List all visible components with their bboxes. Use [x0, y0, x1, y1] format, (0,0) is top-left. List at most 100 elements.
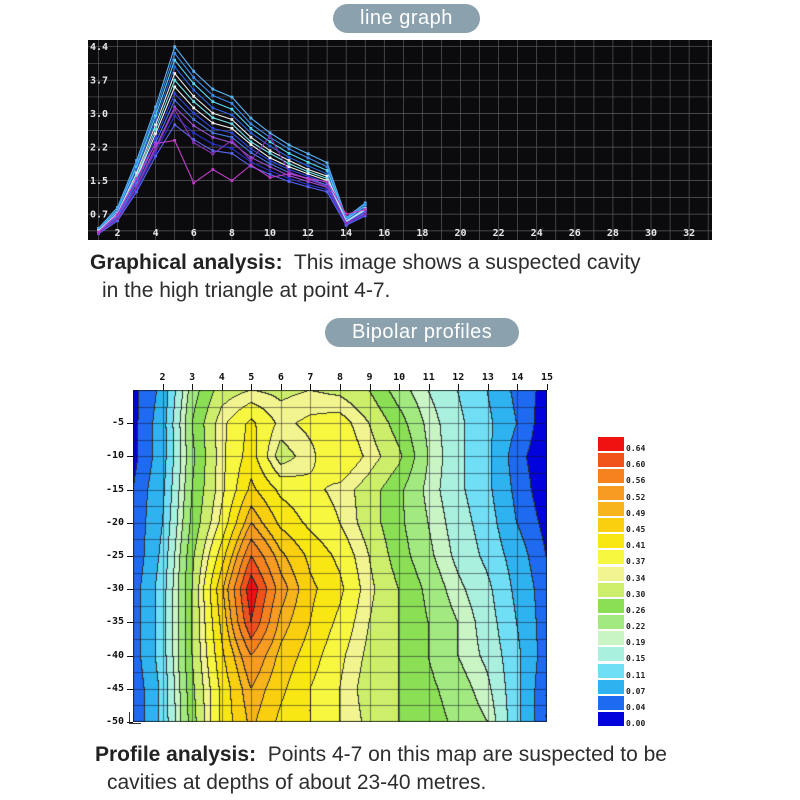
- legend-row: 0.34: [598, 566, 668, 583]
- legend-label: 0.34: [626, 573, 646, 583]
- graphical-analysis-line1: This image shows a suspected cavity: [282, 251, 641, 274]
- legend-label: 0.07: [626, 686, 646, 696]
- legend-row: 0.04: [598, 696, 668, 712]
- svg-text:10: 10: [264, 228, 276, 239]
- svg-text:6: 6: [191, 228, 197, 239]
- svg-text:24: 24: [531, 228, 543, 239]
- contour-x-tick-label: 5: [248, 372, 255, 383]
- legend-swatch: [598, 663, 624, 678]
- legend-row: 0.49: [598, 501, 668, 518]
- contour-depth-tick-label: -15: [105, 483, 124, 495]
- contour-x-tick: [399, 384, 401, 390]
- legend-row: 0.37: [598, 550, 668, 566]
- legend-swatch: [598, 566, 624, 581]
- banner-bipolar-profiles: Bipolar profiles: [325, 318, 520, 347]
- contour-depth-tick: [127, 556, 133, 557]
- contour-x-tick-label: 7: [307, 372, 314, 383]
- legend-label: 0.15: [626, 654, 646, 664]
- legend-row: 0.07: [598, 679, 668, 696]
- profile-analysis-text: Profile analysis: Points 4-7 on this map…: [95, 741, 755, 796]
- legend-row: 0.45: [598, 517, 668, 534]
- contour-depth-tick-label: -45: [105, 682, 124, 694]
- svg-text:20: 20: [454, 228, 466, 239]
- svg-text:4.4: 4.4: [90, 42, 108, 53]
- contour-x-tick-label: 8: [336, 372, 344, 383]
- contour-x-tick: [310, 384, 312, 390]
- legend-swatch: [598, 598, 624, 613]
- legend-label: 0.00: [626, 719, 646, 729]
- graphical-analysis-text: Graphical analysis: This image shows a s…: [90, 249, 750, 304]
- svg-text:2.2: 2.2: [90, 143, 108, 154]
- legend-label: 0.56: [626, 476, 646, 486]
- contour-x-tick-label: 3: [189, 372, 196, 383]
- contour-depth-tick-label: -35: [105, 616, 124, 628]
- legend-label: 0.37: [626, 557, 646, 567]
- legend-label: 0.04: [626, 703, 646, 712]
- contour-x-tick-label: 14: [511, 372, 524, 383]
- contour-x-tick-label: 15: [540, 372, 554, 383]
- legend-label: 0.52: [626, 492, 646, 502]
- contour-x-tick: [221, 384, 223, 390]
- legend-row: 0.56: [598, 469, 668, 485]
- legend-row: 0.19: [598, 631, 668, 647]
- contour-x-tick-label: 11: [422, 372, 435, 383]
- legend-row: 0.60: [598, 453, 668, 469]
- contour-depth-tick: [127, 688, 133, 690]
- legend-swatch: [598, 679, 624, 694]
- contour-depth-tick: [127, 489, 133, 491]
- legend-swatch: [598, 712, 624, 727]
- color-scale-legend: 0.64 0.60 0.56 0.52 0.49 0.45 0.41 0.37 0.34 0.30…: [598, 437, 668, 728]
- legend-label: 0.22: [626, 622, 646, 632]
- legend-swatch: [598, 550, 624, 565]
- legend-label: 0.30: [626, 589, 646, 599]
- legend-row: 0.11: [598, 663, 668, 680]
- svg-text:2: 2: [115, 228, 121, 239]
- contour-depth-tick-label: -30: [105, 583, 124, 595]
- line-chart-plot: 4.43.73.02.21.50.72 4 6 8 10 12 14 16 18 20 22 24 26…: [88, 40, 712, 240]
- svg-text:3.0: 3.0: [90, 109, 108, 120]
- axis-corner-spine-h: [129, 723, 141, 724]
- contour-depth-tick-label: -40: [105, 649, 124, 661]
- legend-swatch: [598, 534, 624, 549]
- legend-swatch: [598, 485, 624, 500]
- legend-swatch: [598, 501, 624, 516]
- contour-depth-tick-label: -25: [105, 550, 124, 561]
- contour-depth-tick-label: -20: [105, 516, 124, 528]
- contour-x-tick: [340, 384, 341, 390]
- contour-depth-tick: [127, 622, 133, 624]
- legend-label: 0.64: [626, 444, 646, 453]
- contour-x-tick-label: 13: [481, 372, 494, 383]
- legend-swatch: [598, 437, 624, 451]
- contour-depth-tick: [127, 722, 133, 723]
- contour-x-tick: [192, 384, 194, 390]
- graphical-analysis-line2: in the high triangle at point 4-7.: [102, 278, 391, 302]
- legend-label: 0.11: [626, 670, 646, 680]
- svg-text:22: 22: [493, 228, 505, 239]
- svg-text:18: 18: [416, 228, 428, 239]
- profile-analysis-line2: cavities at depths of about 23-40 metres…: [107, 770, 487, 794]
- legend-row: 0.00: [598, 712, 668, 728]
- legend-label: 0.45: [626, 524, 646, 534]
- contour-x-tick: [162, 384, 164, 390]
- contour-map-canvas: [133, 390, 547, 722]
- legend-swatch: [598, 469, 624, 484]
- svg-text:1.5: 1.5: [90, 176, 108, 187]
- legend-swatch: [598, 631, 624, 646]
- banner-line-graph: line graph: [333, 4, 480, 33]
- legend-swatch: [598, 582, 624, 597]
- contour-x-tick: [458, 384, 460, 390]
- legend-swatch: [598, 517, 624, 532]
- contour-x-tick: [280, 384, 282, 390]
- contour-depth-tick: [127, 456, 133, 458]
- svg-text:16: 16: [378, 228, 390, 239]
- svg-text:26: 26: [569, 228, 581, 239]
- svg-text:28: 28: [607, 228, 619, 239]
- svg-text:4: 4: [153, 228, 159, 239]
- contour-depth-tick-label: -10: [105, 450, 124, 462]
- legend-label: 0.60: [626, 460, 646, 470]
- contour-depth-tick-label: -5: [111, 417, 124, 429]
- contour-x-tick-label: 9: [366, 372, 373, 383]
- axis-corner-spine-v: [129, 712, 130, 724]
- contour-depth-tick: [127, 423, 133, 425]
- legend-label: 0.41: [626, 541, 646, 551]
